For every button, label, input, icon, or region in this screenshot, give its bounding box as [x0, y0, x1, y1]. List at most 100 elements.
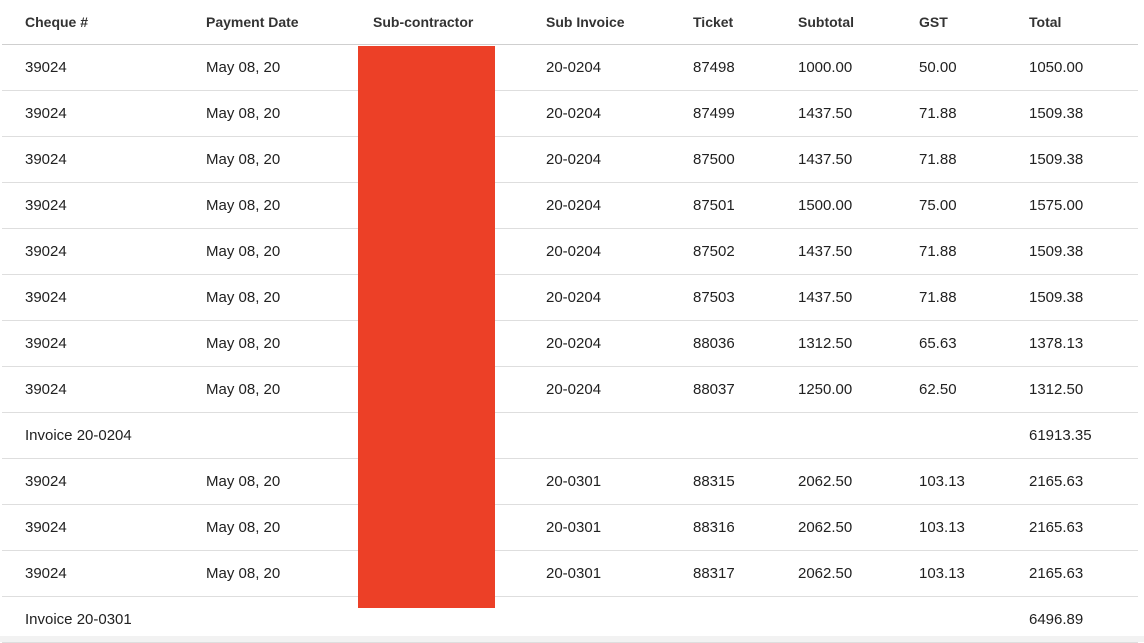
cell-payment-date: May 08, 20	[206, 90, 373, 137]
cell-payment-date: May 08, 20	[206, 366, 373, 413]
table-row: 39024 May 08, 20 20-0204 88037 1250.00 62.50 1…	[2, 366, 1138, 413]
cell-subtotal: 1437.50	[798, 90, 919, 137]
cell-total: 1575.00	[1029, 182, 1138, 229]
cell-payment-date: May 08, 20	[206, 44, 373, 91]
cell-subtotal	[798, 596, 919, 643]
cell-subtotal: 1437.50	[798, 228, 919, 275]
cell-ticket	[693, 596, 798, 643]
table-row: 39024 May 08, 20 20-0301 88315 2062.50 103.13…	[2, 458, 1138, 505]
header-payment-date[interactable]: Payment Date	[206, 0, 373, 45]
cell-ticket: 87501	[693, 182, 798, 229]
cell-sub-invoice: 20-0204	[546, 182, 693, 229]
header-sub-invoice[interactable]: Sub Invoice	[546, 0, 693, 45]
cell-ticket: 87502	[693, 228, 798, 275]
cell-subtotal: 1500.00	[798, 182, 919, 229]
cell-cheque-number: 39024	[2, 366, 206, 413]
header-gst[interactable]: GST	[919, 0, 1029, 45]
cell-subtotal: 1437.50	[798, 274, 919, 321]
cell-subtotal: 1437.50	[798, 136, 919, 183]
table-row: 39024 May 08, 20 20-0204 87503 1437.50 71.88 1…	[2, 274, 1138, 321]
cell-sub-invoice	[546, 596, 693, 643]
cell-payment-date: May 08, 20	[206, 274, 373, 321]
cell-cheque-number: 39024	[2, 228, 206, 275]
cell-total: 2165.63	[1029, 458, 1138, 505]
cell-ticket: 88036	[693, 320, 798, 367]
cell-total: 2165.63	[1029, 504, 1138, 551]
cell-cheque-number: 39024	[2, 550, 206, 597]
cell-sub-invoice: 20-0204	[546, 44, 693, 91]
cell-payment-date	[206, 596, 373, 643]
cell-subtotal: 1250.00	[798, 366, 919, 413]
cell-sub-invoice: 20-0204	[546, 90, 693, 137]
header-row: Cheque # Payment Date Sub-contractor Sub…	[2, 0, 1138, 45]
invoice-summary-row: Invoice 20-0204 61913.35	[2, 412, 1138, 459]
cell-payment-date: May 08, 20	[206, 320, 373, 367]
cell-total: 2165.63	[1029, 550, 1138, 597]
cell-ticket: 87500	[693, 136, 798, 183]
cell-sub-invoice: 20-0204	[546, 136, 693, 183]
cell-gst: 65.63	[919, 320, 1029, 367]
cell-cheque-number: 39024	[2, 458, 206, 505]
header-cheque-number[interactable]: Cheque #	[2, 0, 206, 45]
cell-ticket: 87498	[693, 44, 798, 91]
redaction-block	[358, 46, 495, 608]
cell-ticket: 87503	[693, 274, 798, 321]
cell-ticket: 87499	[693, 90, 798, 137]
cell-ticket: 88037	[693, 366, 798, 413]
cell-cheque-number: 39024	[2, 44, 206, 91]
cell-total: 1509.38	[1029, 136, 1138, 183]
cell-ticket: 88316	[693, 504, 798, 551]
cell-gst: 75.00	[919, 182, 1029, 229]
cell-total: 1050.00	[1029, 44, 1138, 91]
cell-sub-invoice: 20-0204	[546, 320, 693, 367]
cell-gst: 71.88	[919, 274, 1029, 321]
table-row: 39024 May 08, 20 20-0204 87498 1000.00 50.00 1…	[2, 44, 1138, 91]
cell-total: 61913.35	[1029, 412, 1138, 459]
cell-gst: 50.00	[919, 44, 1029, 91]
cell-payment-date: May 08, 20	[206, 136, 373, 183]
cell-sub-invoice: 20-0301	[546, 550, 693, 597]
cell-subtotal: 2062.50	[798, 550, 919, 597]
cell-payment-date: May 08, 20	[206, 458, 373, 505]
cell-cheque-number: 39024	[2, 182, 206, 229]
table-row: 39024 May 08, 20 20-0204 87502 1437.50 71.88 1…	[2, 228, 1138, 275]
cell-total: 1509.38	[1029, 90, 1138, 137]
cell-payment-date	[206, 412, 373, 459]
cell-sub-invoice	[546, 412, 693, 459]
cell-payment-date: May 08, 20	[206, 504, 373, 551]
cell-gst: 103.13	[919, 504, 1029, 551]
table-row: 39024 May 08, 20 20-0204 87500 1437.50 71.88 1…	[2, 136, 1138, 183]
cell-total: 6496.89	[1029, 596, 1138, 643]
cell-gst: 62.50	[919, 366, 1029, 413]
table-row: 39024 May 08, 20 20-0204 88036 1312.50 65.63 1…	[2, 320, 1138, 367]
cell-subtotal: 2062.50	[798, 504, 919, 551]
table-row: 39024 May 08, 20 20-0204 87501 1500.00 75.00 1…	[2, 182, 1138, 229]
table-row: 39024 May 08, 20 20-0301 88316 2062.50 103.13…	[2, 504, 1138, 551]
cell-total: 1312.50	[1029, 366, 1138, 413]
header-ticket[interactable]: Ticket	[693, 0, 798, 45]
invoice-summary-row: Invoice 20-0301 6496.89	[2, 596, 1138, 643]
cell-cheque-number: 39024	[2, 274, 206, 321]
cell-gst: 71.88	[919, 228, 1029, 275]
table-header: Cheque # Payment Date Sub-contractor Sub…	[2, 0, 1138, 45]
cell-gst: 103.13	[919, 550, 1029, 597]
table-row: 39024 May 08, 20 20-0301 88317 2062.50 103.13…	[2, 550, 1138, 597]
cell-total: 1509.38	[1029, 274, 1138, 321]
cell-subtotal: 1000.00	[798, 44, 919, 91]
cell-cheque-number: 39024	[2, 320, 206, 367]
cell-sub-invoice: 20-0204	[546, 274, 693, 321]
cell-gst	[919, 412, 1029, 459]
cell-subtotal: 2062.50	[798, 458, 919, 505]
cell-ticket	[693, 412, 798, 459]
cell-sub-invoice: 20-0204	[546, 366, 693, 413]
cell-sub-invoice: 20-0301	[546, 504, 693, 551]
cell-sub-invoice: 20-0301	[546, 458, 693, 505]
header-total[interactable]: Total	[1029, 0, 1138, 45]
bottom-edge	[0, 636, 1144, 642]
cell-subtotal	[798, 412, 919, 459]
header-sub-contractor[interactable]: Sub-contractor	[373, 0, 546, 45]
cell-payment-date: May 08, 20	[206, 228, 373, 275]
header-subtotal[interactable]: Subtotal	[798, 0, 919, 45]
